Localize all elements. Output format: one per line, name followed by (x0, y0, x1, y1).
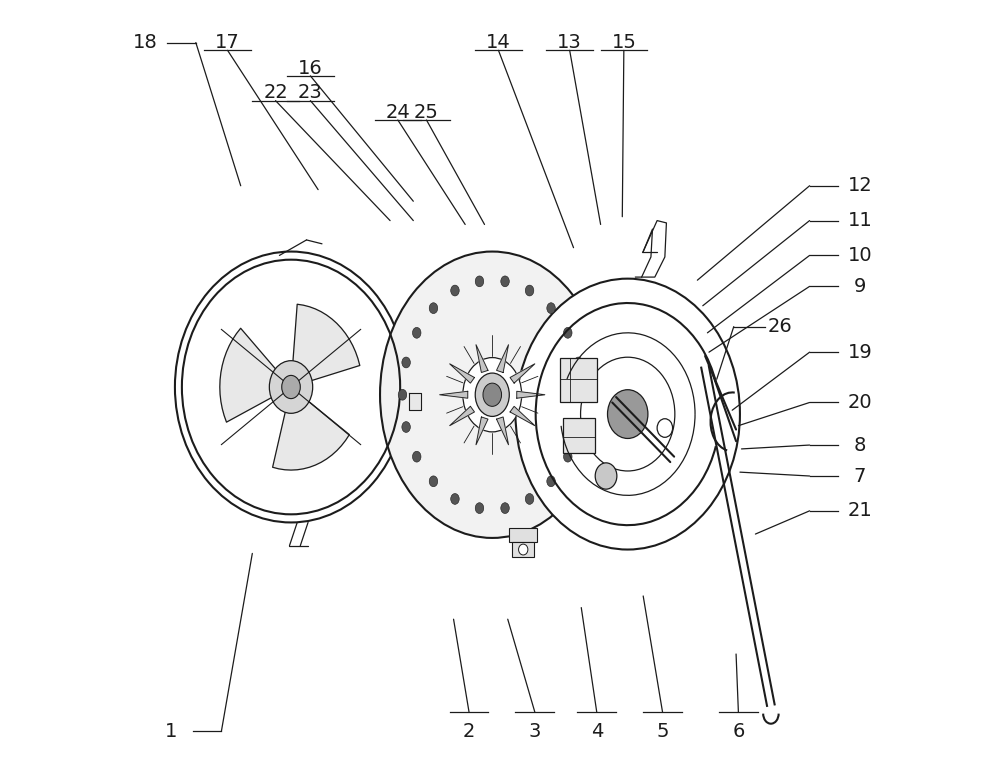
Ellipse shape (547, 476, 555, 487)
Ellipse shape (608, 389, 648, 438)
Text: 4: 4 (591, 722, 603, 741)
Text: 26: 26 (768, 317, 793, 336)
Ellipse shape (564, 327, 572, 338)
Ellipse shape (412, 451, 421, 462)
Ellipse shape (475, 276, 484, 287)
Ellipse shape (269, 361, 313, 413)
Text: 18: 18 (133, 33, 158, 52)
Text: 5: 5 (656, 722, 669, 741)
Ellipse shape (483, 383, 502, 406)
Polygon shape (517, 392, 545, 398)
Ellipse shape (475, 502, 484, 513)
Ellipse shape (657, 419, 673, 437)
Ellipse shape (595, 463, 617, 489)
Ellipse shape (451, 285, 459, 296)
Polygon shape (450, 406, 474, 426)
Text: 24: 24 (385, 103, 410, 122)
Ellipse shape (475, 373, 509, 416)
Polygon shape (510, 406, 535, 426)
Polygon shape (450, 364, 474, 383)
Polygon shape (476, 344, 488, 372)
Ellipse shape (525, 285, 534, 296)
Ellipse shape (429, 476, 438, 487)
Ellipse shape (402, 422, 410, 433)
Ellipse shape (574, 422, 583, 433)
Text: 7: 7 (854, 467, 866, 485)
Ellipse shape (402, 357, 410, 368)
Text: 8: 8 (854, 436, 866, 454)
Polygon shape (510, 364, 535, 383)
Ellipse shape (451, 494, 459, 505)
Ellipse shape (501, 502, 509, 513)
Ellipse shape (398, 389, 407, 400)
Text: 9: 9 (854, 277, 866, 296)
Ellipse shape (429, 303, 438, 313)
Polygon shape (497, 417, 509, 445)
Polygon shape (273, 399, 349, 470)
Ellipse shape (564, 451, 572, 462)
Polygon shape (409, 393, 421, 410)
Polygon shape (220, 328, 279, 422)
Text: 17: 17 (215, 33, 240, 52)
Ellipse shape (175, 252, 407, 522)
Polygon shape (440, 392, 468, 398)
Ellipse shape (578, 389, 586, 400)
Ellipse shape (547, 303, 555, 313)
Text: 6: 6 (732, 722, 745, 741)
Polygon shape (476, 417, 488, 445)
Text: 13: 13 (557, 33, 582, 52)
Ellipse shape (501, 276, 509, 287)
Ellipse shape (574, 357, 583, 368)
Polygon shape (497, 344, 509, 372)
Ellipse shape (463, 358, 522, 432)
Text: 11: 11 (848, 211, 872, 230)
Text: 10: 10 (848, 246, 872, 265)
Text: 19: 19 (848, 343, 872, 361)
Bar (560, 358, 597, 402)
Text: 20: 20 (848, 393, 872, 412)
Text: 1: 1 (165, 722, 177, 741)
Ellipse shape (519, 544, 528, 555)
Polygon shape (293, 304, 360, 382)
Ellipse shape (412, 327, 421, 338)
Bar (512, 542, 534, 557)
Ellipse shape (380, 252, 604, 538)
Text: 2: 2 (463, 722, 475, 741)
Text: 3: 3 (529, 722, 541, 741)
Bar (563, 418, 595, 453)
Text: 14: 14 (486, 33, 511, 52)
Ellipse shape (282, 375, 300, 399)
Text: 22: 22 (263, 84, 288, 102)
Bar (509, 528, 537, 542)
Text: 21: 21 (848, 502, 872, 520)
Text: 15: 15 (611, 33, 636, 52)
Text: 25: 25 (414, 103, 439, 122)
Ellipse shape (525, 494, 534, 505)
Ellipse shape (515, 279, 740, 550)
Text: 23: 23 (298, 84, 323, 102)
Text: 12: 12 (848, 176, 872, 195)
Text: 16: 16 (298, 59, 323, 77)
